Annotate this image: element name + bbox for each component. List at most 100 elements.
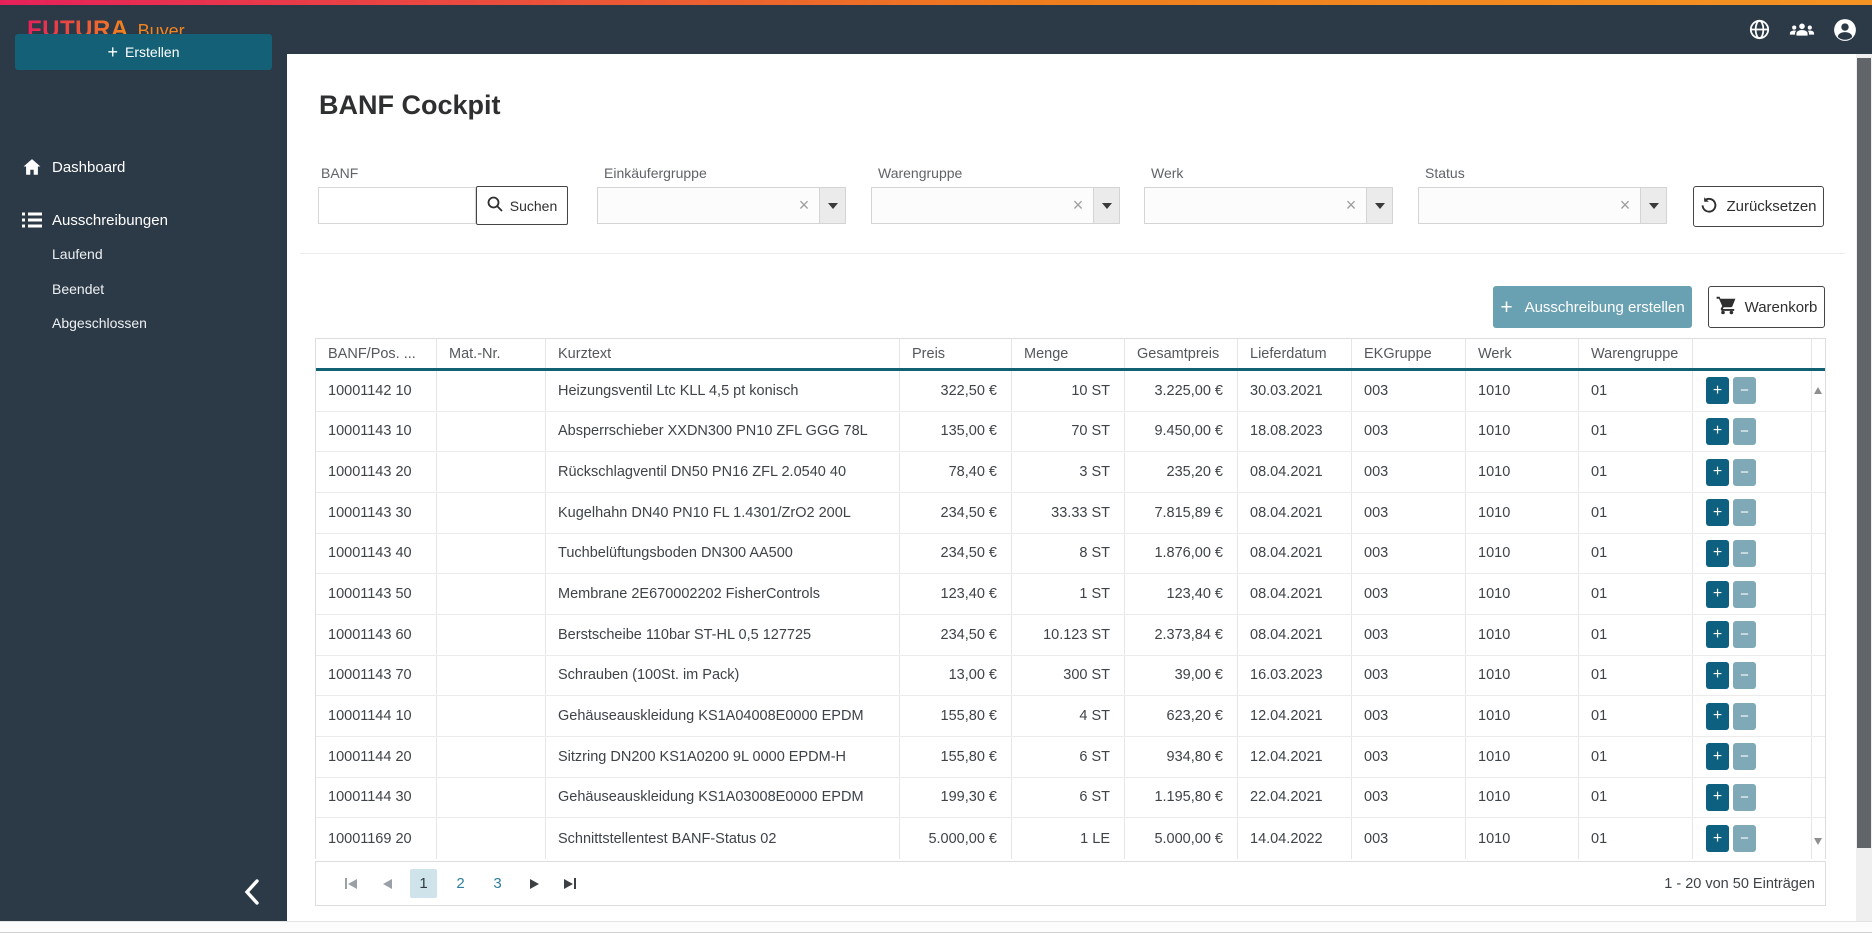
remove-from-cart-button[interactable]: − [1733,783,1756,811]
cell-actions: + − [1693,452,1812,492]
clear-icon[interactable]: × [1072,195,1084,215]
cell-werk: 1010 [1466,492,1579,533]
remove-from-cart-button[interactable]: − [1733,539,1756,567]
page-button-3[interactable]: 3 [484,869,511,898]
table-row[interactable]: 10001143 10 Absperrschieber XXDN300 PN10… [316,411,1825,453]
cell-ekgruppe: 003 [1352,452,1466,492]
clear-icon[interactable]: × [1345,195,1357,215]
add-to-cart-button[interactable]: + [1706,580,1729,608]
add-to-cart-button[interactable]: + [1706,702,1729,730]
add-to-cart-button[interactable]: + [1706,377,1729,405]
first-page-button[interactable] [338,871,364,897]
page-scrollbar-thumb[interactable] [1857,58,1871,848]
remove-from-cart-button[interactable]: − [1733,458,1756,486]
table-row[interactable]: 10001169 20 Schnittstellentest BANF-Stat… [316,818,1825,859]
sidebar-item-label: Ausschreibungen [52,211,168,229]
clear-icon[interactable]: × [798,195,810,215]
sidebar-item-ausschreibungen[interactable]: Ausschreibungen [0,203,287,237]
next-page-button[interactable] [521,871,547,897]
col-header-lieferdatum[interactable]: Lieferdatum [1238,339,1352,368]
reset-filters-button[interactable]: Zurücksetzen [1693,186,1824,227]
remove-from-cart-button[interactable]: − [1733,825,1756,853]
cell-warengruppe: 01 [1579,574,1693,614]
search-button[interactable]: Suchen [476,186,568,225]
cell-warengruppe: 01 [1579,371,1693,411]
sidebar-subitem-label: Laufend [52,246,103,262]
clear-icon[interactable]: × [1619,195,1631,215]
dropdown-toggle[interactable] [1093,188,1119,223]
globe-icon[interactable] [1746,17,1772,43]
sidebar-collapse-button[interactable] [236,877,268,909]
add-to-cart-button[interactable]: + [1706,458,1729,486]
col-header-preis[interactable]: Preis [900,339,1012,368]
banf-search-input[interactable] [318,187,476,224]
add-to-cart-button[interactable]: + [1706,417,1729,445]
previous-page-button[interactable] [374,871,400,897]
horizontal-scrollbar-track[interactable] [0,921,1872,933]
table-row[interactable]: 10001143 40 Tuchbelüftungsboden DN300 AA… [316,533,1825,575]
remove-from-cart-button[interactable]: − [1733,580,1756,608]
users-group-icon[interactable] [1789,17,1815,43]
remove-from-cart-button[interactable]: − [1733,743,1756,771]
col-header-banf-pos[interactable]: BANF/Pos. ... [316,339,437,368]
table-row[interactable]: 10001143 60 Berstscheibe 110bar ST-HL 0,… [316,614,1825,656]
table-row[interactable]: 10001143 20 Rückschlagventil DN50 PN16 Z… [316,452,1825,493]
sidebar-item-beendet[interactable]: Beendet [0,275,287,303]
dropdown-warengruppe[interactable]: × [871,187,1120,224]
col-header-gesamtpreis[interactable]: Gesamtpreis [1125,339,1238,368]
page-button-1[interactable]: 1 [410,869,437,898]
add-to-cart-button[interactable]: + [1706,539,1729,567]
create-button[interactable]: + Erstellen [15,34,272,70]
table-row[interactable]: 10001143 50 Membrane 2E670002202 FisherC… [316,574,1825,615]
dropdown-einkaeufergruppe[interactable]: × [597,187,846,224]
table-row[interactable]: 10001142 10 Heizungsventil Ltc KLL 4,5 p… [316,371,1825,412]
dropdown-toggle[interactable] [1640,188,1666,223]
add-to-cart-button[interactable]: + [1706,499,1729,527]
table-row[interactable]: 10001143 30 Kugelhahn DN40 PN10 FL 1.430… [316,492,1825,534]
table-row[interactable]: 10001144 30 Gehäuseauskleidung KS1A03008… [316,777,1825,819]
col-header-kurztext[interactable]: Kurztext [546,339,900,368]
remove-from-cart-button[interactable]: − [1733,661,1756,689]
table-scroll-up-icon[interactable] [1814,387,1822,394]
remove-from-cart-button[interactable]: − [1733,702,1756,730]
remove-from-cart-button[interactable]: − [1733,417,1756,445]
create-tender-button[interactable]: + Ausschreibung erstellen [1493,286,1692,328]
cell-banf-pos: 10001143 70 [316,655,437,696]
cell-lieferdatum: 22.04.2021 [1238,777,1352,818]
dropdown-werk[interactable]: × [1144,187,1393,224]
plus-icon: + [107,42,119,62]
add-to-cart-button[interactable]: + [1706,621,1729,649]
col-header-ekgruppe[interactable]: EKGruppe [1352,339,1466,368]
cell-gesamtpreis: 235,20 € [1125,452,1238,492]
col-header-menge[interactable]: Menge [1012,339,1125,368]
dropdown-status[interactable]: × [1418,187,1667,224]
sidebar-item-laufend[interactable]: Laufend [0,240,287,268]
cell-menge: 8 ST [1012,533,1125,574]
table-row[interactable]: 10001144 10 Gehäuseauskleidung KS1A04008… [316,696,1825,737]
col-header-werk[interactable]: Werk [1466,339,1579,368]
dropdown-toggle[interactable] [1366,188,1392,223]
add-to-cart-button[interactable]: + [1706,743,1729,771]
cell-scroll-strip [1812,737,1836,777]
table-scroll-down-icon[interactable] [1814,838,1822,845]
cart-button[interactable]: Warenkorb [1708,286,1825,328]
dropdown-toggle[interactable] [819,188,845,223]
cell-actions: + − [1693,371,1812,411]
remove-from-cart-button[interactable]: − [1733,499,1756,527]
table-row[interactable]: 10001143 70 Schrauben (100St. im Pack) 1… [316,655,1825,697]
add-to-cart-button[interactable]: + [1706,783,1729,811]
col-header-mat-nr[interactable]: Mat.-Nr. [437,339,546,368]
remove-from-cart-button[interactable]: − [1733,377,1756,405]
last-page-button[interactable] [557,871,583,897]
add-to-cart-button[interactable]: + [1706,825,1729,853]
sidebar [0,54,287,921]
sidebar-item-dashboard[interactable]: Dashboard [0,150,287,184]
cell-preis: 123,40 € [900,574,1012,614]
col-header-warengruppe[interactable]: Warengruppe [1579,339,1693,368]
add-to-cart-button[interactable]: + [1706,661,1729,689]
sidebar-item-abgeschlossen[interactable]: Abgeschlossen [0,309,287,337]
table-row[interactable]: 10001144 20 Sitzring DN200 KS1A0200 9L 0… [316,736,1825,778]
account-icon[interactable] [1832,17,1858,43]
remove-from-cart-button[interactable]: − [1733,621,1756,649]
page-button-2[interactable]: 2 [447,869,474,898]
